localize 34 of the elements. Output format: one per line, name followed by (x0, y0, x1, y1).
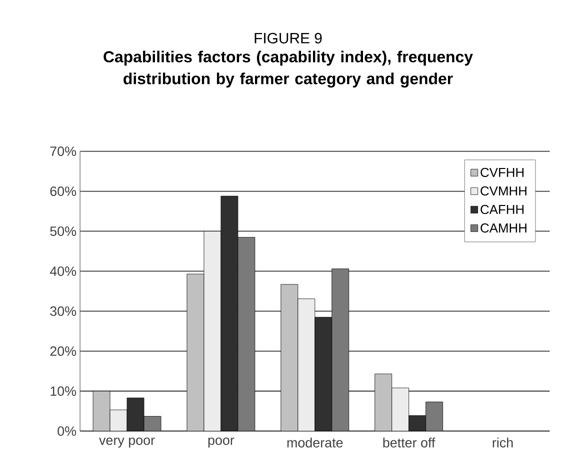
x-tick-label: better off (383, 438, 436, 448)
y-tick-label: 70% (50, 146, 76, 156)
legend-label: CAFHH (480, 204, 524, 214)
y-tick-label: 40% (50, 266, 76, 276)
chart-title: FIGURE 9 (254, 32, 322, 44)
bar (298, 298, 315, 432)
bar (238, 237, 255, 432)
bar (93, 391, 110, 432)
legend-label: CAMHH (480, 223, 526, 233)
bar (127, 398, 144, 432)
legend-label: CVMHH (480, 186, 526, 196)
legend-label: CVFHH (480, 168, 524, 178)
x-tick-label: moderate (287, 438, 343, 448)
y-tick-label: 60% (50, 186, 76, 196)
bar (280, 284, 298, 432)
bar (408, 415, 426, 432)
bar (144, 416, 161, 432)
x-tick-label: very poor (99, 438, 155, 448)
y-tick-label: 0% (58, 426, 76, 436)
bar (392, 388, 410, 432)
chart-subtitle: Capabilities factors (capability index), frequency distribution by farmer category and gender (104, 50, 473, 88)
bar (204, 231, 221, 432)
y-tick-label: 20% (50, 346, 76, 356)
x-tick-label: rich (492, 438, 513, 448)
bar (314, 317, 332, 432)
bar (332, 268, 349, 432)
bar (186, 274, 204, 432)
bar (374, 374, 392, 432)
bar (426, 402, 443, 432)
y-tick-label: 30% (50, 306, 76, 316)
x-tick-label: poor (208, 438, 234, 448)
y-tick-label: 50% (50, 226, 76, 236)
y-tick-label: 10% (50, 386, 76, 396)
bar (110, 410, 128, 432)
